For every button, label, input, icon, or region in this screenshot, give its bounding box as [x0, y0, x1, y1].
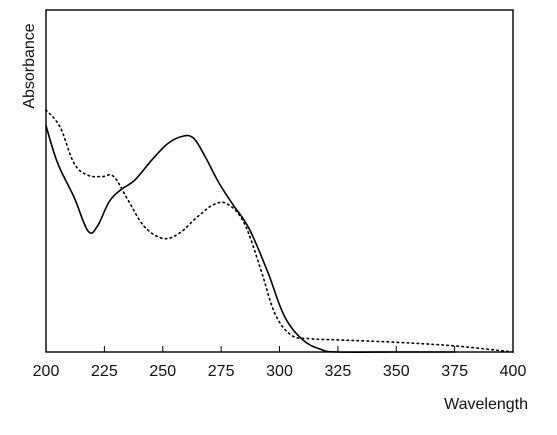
x-tick-label: 400 [500, 363, 527, 380]
y-axis-label: Absorbance [21, 23, 38, 108]
x-tick-label: 250 [149, 363, 176, 380]
plot-frame [45, 9, 514, 353]
x-tick-label: 275 [208, 363, 235, 380]
x-tick-label: 325 [325, 363, 352, 380]
solid-absorbance-line [45, 124, 456, 353]
x-tick-label: 375 [441, 363, 468, 380]
x-axis-label: Wavelength [444, 396, 528, 413]
x-tick-label: 200 [33, 363, 60, 380]
dotted-absorbance-line [45, 109, 514, 353]
x-tick-label: 300 [266, 363, 293, 380]
x-tick-label: 350 [383, 363, 410, 380]
x-tick-label: 225 [91, 363, 118, 380]
x-axis-ticks: 200 225 250 275 300 325 350 375 400 [33, 346, 527, 380]
series-layer [45, 109, 514, 353]
